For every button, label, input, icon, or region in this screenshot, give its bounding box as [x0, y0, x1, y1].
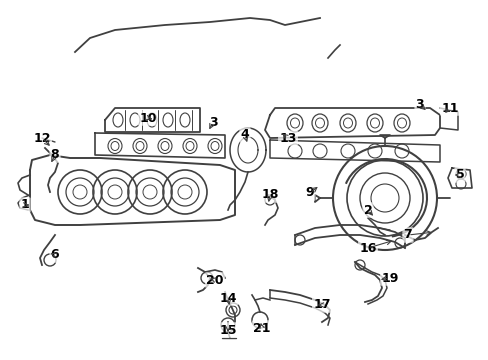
Text: 10: 10: [139, 112, 157, 125]
Text: 1: 1: [20, 198, 29, 211]
Text: 8: 8: [51, 148, 59, 162]
Text: 21: 21: [253, 321, 270, 334]
Text: 3: 3: [415, 99, 424, 112]
Text: 18: 18: [261, 189, 278, 202]
Text: 6: 6: [51, 248, 59, 261]
Text: 15: 15: [219, 324, 236, 337]
Text: 14: 14: [219, 292, 236, 305]
Text: 2: 2: [363, 203, 372, 216]
Text: 3: 3: [208, 116, 217, 129]
Text: 11: 11: [440, 102, 458, 114]
Text: 19: 19: [381, 271, 398, 284]
Text: 13: 13: [279, 131, 296, 144]
Text: 12: 12: [33, 131, 51, 144]
Text: 9: 9: [305, 186, 314, 199]
Text: 5: 5: [455, 168, 464, 181]
Text: 7: 7: [403, 229, 411, 242]
Text: 4: 4: [240, 129, 249, 141]
Text: 17: 17: [313, 298, 330, 311]
Text: 20: 20: [206, 274, 224, 287]
Text: 16: 16: [359, 242, 376, 255]
